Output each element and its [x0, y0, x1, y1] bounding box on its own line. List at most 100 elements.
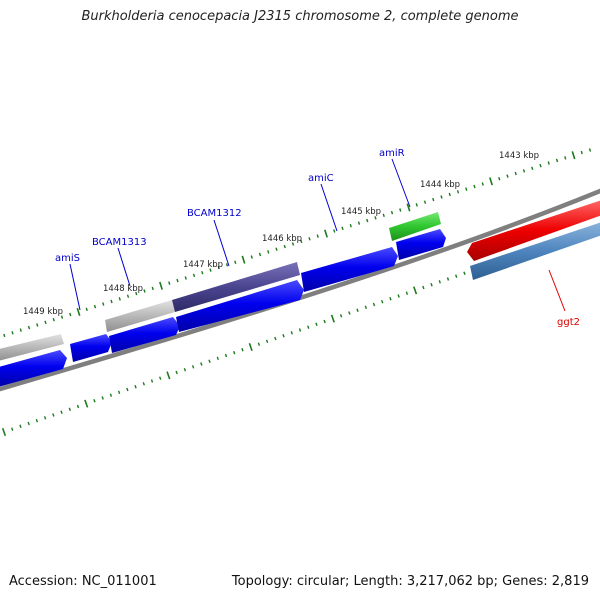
- ruler-label-1443: 1443 kbp: [499, 151, 539, 161]
- outer-tick-minor: [258, 252, 262, 257]
- outer-tick-minor: [564, 156, 567, 160]
- inner-tick-minor: [290, 331, 293, 335]
- inner-tick-minor: [208, 359, 211, 363]
- outer-tick-minor: [448, 192, 451, 197]
- outer-tick-major: [324, 229, 328, 238]
- inner-tick-minor: [455, 274, 458, 278]
- inner-tick-minor: [339, 314, 343, 318]
- gene-label-BCAM1312[interactable]: BCAM1312: [187, 208, 242, 219]
- gene-arrow-BCAM1313[interactable]: [109, 317, 180, 353]
- gene-label-amiS[interactable]: amiS: [55, 253, 80, 264]
- outer-tick-minor: [217, 265, 220, 270]
- gene-arrow-left-edge[interactable]: [0, 350, 67, 387]
- leader-amiR: [391, 158, 411, 208]
- outer-tick-minor: [366, 218, 369, 223]
- outer-tick-minor: [308, 237, 311, 241]
- outer-tick-minor: [498, 176, 501, 181]
- outer-tick-major: [159, 281, 163, 290]
- outer-tick-minor: [27, 325, 31, 330]
- outer-tick-minor: [135, 291, 138, 296]
- outer-tick-minor: [85, 307, 88, 312]
- gene-arrow-amiC[interactable]: [301, 247, 398, 292]
- inner-tick-minor: [76, 404, 80, 409]
- inner-tick-minor: [257, 342, 261, 346]
- outer-tick-minor: [52, 317, 55, 322]
- outer-tick-minor: [234, 260, 237, 265]
- ruler-label-1444: 1444 kbp: [420, 180, 460, 190]
- ruler-label-1449: 1449 kbp: [23, 307, 63, 317]
- outer-tick-minor: [201, 270, 204, 275]
- inner-tick-minor: [438, 280, 441, 284]
- outer-tick-minor: [11, 331, 14, 335]
- inner-tick-minor: [381, 299, 384, 304]
- map-title: Burkholderia cenocepacia J2315 chromosom…: [81, 9, 519, 24]
- outer-tick-minor: [588, 148, 592, 152]
- ruler-label-1447: 1447 kbp: [183, 260, 223, 270]
- gene-arrow-BCAM1312[interactable]: [176, 280, 304, 332]
- inner-tick-minor: [19, 424, 22, 429]
- leader-amiS: [69, 263, 81, 311]
- inner-tick-minor: [307, 325, 310, 329]
- outer-tick-minor: [415, 203, 418, 207]
- gene-arrow-amiS[interactable]: [70, 334, 112, 362]
- outer-tick-minor: [151, 286, 154, 291]
- inner-tick-minor: [27, 421, 30, 426]
- outer-tick-minor: [19, 328, 22, 332]
- outer-tick-minor: [69, 312, 72, 317]
- genome-summary-text: Topology: circular; Length: 3,217,062 bp…: [231, 574, 589, 589]
- inner-tick-major: [1, 427, 7, 437]
- accession-text: Accession: NC_011001: [9, 574, 157, 589]
- inner-tick-minor: [101, 396, 104, 400]
- leader-BCAM1313: [117, 247, 131, 287]
- feature-purple[interactable]: [172, 262, 300, 312]
- outer-tick-minor: [192, 273, 196, 278]
- outer-tick-minor: [473, 184, 476, 189]
- inner-tick-minor: [348, 311, 351, 315]
- outer-tick-minor: [506, 174, 509, 178]
- feature-steel-ggt2[interactable]: [470, 221, 600, 280]
- outer-tick-major: [406, 203, 411, 212]
- feature-grey-mid[interactable]: [105, 300, 175, 332]
- outer-tick-minor: [93, 304, 97, 309]
- outer-tick-minor: [143, 289, 146, 293]
- gene-label-BCAM1313[interactable]: BCAM1313: [92, 237, 147, 248]
- outer-tick-minor: [209, 268, 212, 272]
- outer-tick-minor: [291, 242, 295, 246]
- outer-tick-minor: [168, 281, 171, 285]
- inner-tick-minor: [216, 356, 219, 361]
- outer-tick-minor: [456, 190, 460, 194]
- chromosome-backbone: [0, 188, 600, 392]
- gene-label-amiC[interactable]: amiC: [308, 173, 334, 184]
- outer-tick-minor: [333, 229, 336, 233]
- gene-arrow-ggt2[interactable]: [467, 199, 600, 261]
- inner-tick-minor: [60, 410, 63, 414]
- inner-tick-minor: [68, 407, 71, 412]
- outer-tick-minor: [382, 213, 385, 218]
- outer-tick-minor: [465, 187, 468, 191]
- inner-tick-minor: [35, 418, 39, 423]
- feature-grey-left[interactable]: [0, 334, 64, 361]
- outer-tick-minor: [44, 320, 47, 325]
- gene-label-amiR[interactable]: amiR: [379, 148, 405, 159]
- leader-BCAM1312: [213, 219, 230, 267]
- inner-tick-major: [330, 314, 335, 323]
- inner-tick-minor: [282, 333, 285, 338]
- inner-tick-minor: [397, 294, 400, 298]
- outer-tick-minor: [118, 297, 121, 301]
- outer-tick-minor: [580, 150, 583, 155]
- inner-tick-major: [248, 342, 253, 352]
- inner-tick-minor: [150, 379, 154, 383]
- gene-label-ggt2[interactable]: ggt2: [557, 317, 580, 328]
- gene-labels: amiS BCAM1313 BCAM1312 amiC amiR ggt2: [55, 148, 580, 328]
- ggt2-features: [467, 199, 600, 280]
- outer-tick-major: [76, 307, 81, 316]
- inner-tick-minor: [159, 376, 162, 380]
- outer-tick-minor: [349, 223, 352, 228]
- inner-tick-minor: [446, 277, 450, 281]
- feature-green-amiR[interactable]: [389, 212, 441, 241]
- outer-tick-minor: [250, 255, 253, 259]
- outer-tick-minor: [3, 333, 6, 338]
- inner-tick-major: [413, 286, 418, 295]
- gene-arrow-amiR[interactable]: [396, 229, 446, 260]
